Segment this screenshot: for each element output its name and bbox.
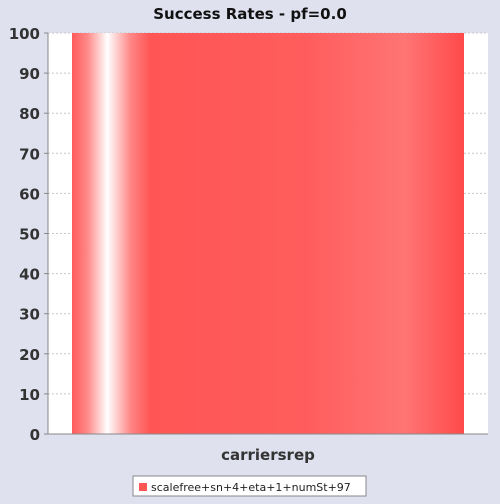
y-tick-label: 20 — [19, 346, 40, 364]
y-axis-ticks: 0 10 20 30 40 50 60 70 80 90 100 — [9, 25, 48, 444]
y-tick-label: 60 — [19, 185, 40, 203]
chart-title: Success Rates - pf=0.0 — [153, 5, 347, 23]
x-axis-categories: carriersrep — [221, 446, 315, 464]
bar — [72, 33, 464, 434]
y-tick-label: 70 — [19, 145, 40, 163]
y-tick-label: 40 — [19, 266, 40, 284]
y-tick-label: 0 — [30, 426, 40, 444]
y-tick-label: 100 — [9, 25, 40, 43]
y-tick-label: 30 — [19, 306, 40, 324]
y-tick-label: 90 — [19, 65, 40, 83]
y-tick-label: 80 — [19, 105, 40, 123]
bars — [72, 33, 464, 434]
x-category-label: carriersrep — [221, 446, 315, 464]
legend-swatch — [139, 483, 147, 491]
y-tick-label: 50 — [19, 226, 40, 244]
legend-label: scalefree+sn+4+eta+1+numSt+97 — [151, 481, 351, 494]
legend-box — [132, 475, 367, 497]
y-tick-label: 10 — [19, 386, 40, 404]
legend: scalefree+sn+4+eta+1+numSt+97 — [132, 475, 367, 497]
